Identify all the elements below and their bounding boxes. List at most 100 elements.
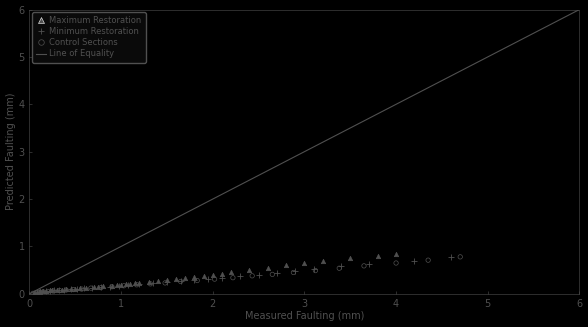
Point	[93, 284, 103, 289]
Point	[126, 281, 135, 286]
Point	[41, 289, 51, 294]
Point	[146, 281, 155, 286]
Point	[359, 263, 369, 268]
Point	[107, 284, 116, 289]
Point	[190, 277, 199, 283]
Legend: Maximum Restoration, Minimum Restoration, Control Sections, Line of Equality: Maximum Restoration, Minimum Restoration…	[32, 12, 146, 63]
Point	[29, 290, 39, 296]
Point	[192, 278, 202, 283]
Point	[77, 286, 86, 292]
Point	[162, 277, 172, 283]
Point	[31, 290, 41, 296]
Point	[112, 283, 121, 288]
Point	[289, 270, 298, 275]
Point	[373, 253, 382, 259]
Point	[86, 285, 96, 291]
Point	[49, 288, 58, 294]
Point	[236, 274, 245, 279]
Point	[135, 282, 144, 287]
Point	[199, 273, 208, 278]
Point	[69, 287, 78, 292]
Point	[282, 263, 291, 268]
Point	[245, 267, 254, 273]
Point	[335, 266, 344, 271]
Point	[300, 260, 309, 266]
Point	[45, 288, 54, 293]
Point	[210, 277, 219, 282]
Point	[41, 288, 51, 294]
Point	[87, 285, 96, 290]
Point	[55, 288, 65, 293]
Point	[228, 275, 238, 280]
Point	[54, 287, 64, 293]
Point	[217, 271, 226, 277]
Point	[161, 280, 170, 285]
Point	[130, 281, 139, 286]
Point	[364, 261, 373, 267]
Point	[153, 278, 162, 284]
Point	[123, 283, 133, 288]
Point	[66, 286, 75, 292]
Y-axis label: Predicted Faulting (mm): Predicted Faulting (mm)	[5, 93, 15, 211]
Point	[107, 283, 116, 288]
Point	[71, 286, 80, 291]
Point	[176, 279, 185, 284]
Point	[423, 258, 433, 263]
Point	[248, 273, 257, 278]
Point	[115, 283, 124, 288]
Point	[89, 284, 98, 290]
Point	[181, 276, 190, 281]
Point	[217, 276, 226, 281]
Point	[190, 274, 199, 279]
Point	[36, 289, 45, 294]
Point	[80, 285, 89, 291]
Point	[119, 283, 129, 288]
Point	[34, 290, 44, 295]
Point	[149, 281, 158, 286]
Point	[144, 279, 153, 284]
Point	[336, 264, 346, 269]
Point	[105, 284, 115, 289]
Point	[176, 279, 185, 284]
Point	[254, 272, 263, 278]
Point	[135, 280, 144, 285]
Point	[48, 288, 57, 293]
Point	[121, 282, 131, 287]
Point	[268, 272, 277, 277]
Point	[66, 286, 75, 292]
Point	[43, 289, 52, 294]
Point	[392, 260, 401, 266]
Point	[45, 288, 54, 294]
Point	[75, 285, 85, 291]
Point	[96, 285, 106, 290]
Point	[57, 287, 66, 292]
Point	[290, 268, 300, 274]
Point	[61, 287, 71, 293]
Point	[162, 280, 172, 285]
X-axis label: Measured Faulting (mm): Measured Faulting (mm)	[245, 311, 364, 321]
Point	[446, 255, 456, 260]
Point	[318, 258, 328, 263]
Point	[35, 290, 44, 295]
Point	[38, 289, 48, 295]
Point	[456, 254, 465, 259]
Point	[171, 277, 181, 282]
Point	[392, 251, 401, 256]
Point	[263, 265, 272, 270]
Point	[38, 289, 47, 295]
Point	[72, 286, 82, 291]
Point	[272, 270, 282, 276]
Point	[34, 289, 44, 295]
Point	[59, 287, 69, 292]
Point	[226, 270, 236, 275]
Point	[49, 288, 59, 293]
Point	[61, 286, 71, 292]
Point	[28, 291, 38, 296]
Point	[346, 256, 355, 261]
Point	[38, 289, 48, 294]
Point	[410, 258, 419, 263]
Point	[30, 290, 39, 296]
Point	[208, 272, 218, 278]
Point	[203, 277, 213, 282]
Point	[116, 282, 126, 287]
